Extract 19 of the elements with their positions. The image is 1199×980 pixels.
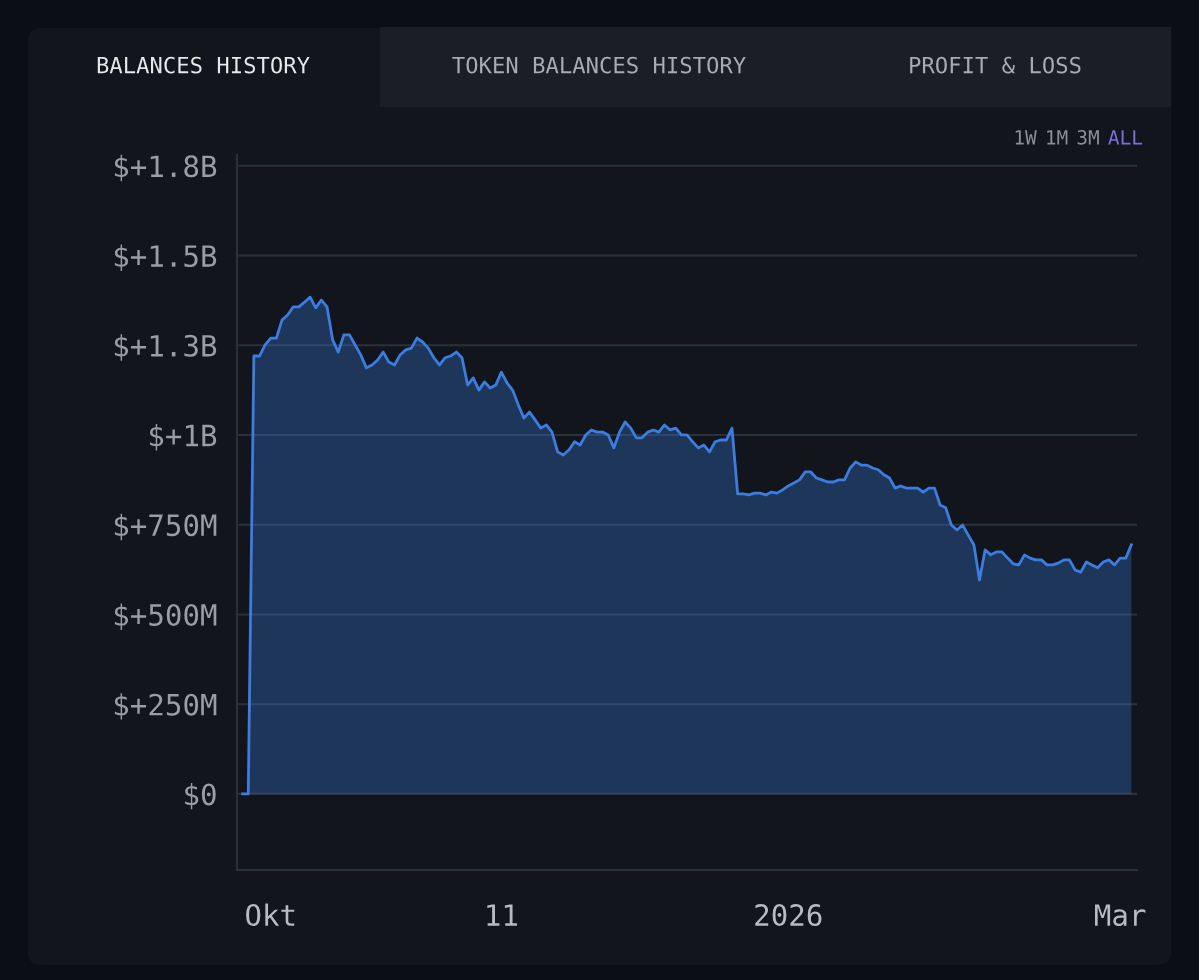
x-tick-label: 2026	[755, 904, 822, 927]
y-tick-label: $+750M	[114, 513, 217, 541]
y-tick-label: $+1B	[150, 423, 217, 451]
text: ALL	[1108, 130, 1143, 145]
text: TOKEN BALANCES HISTORY	[452, 56, 746, 74]
x-tick-label: Okt	[246, 903, 295, 927]
x-tick-label: 11	[487, 904, 517, 926]
text: BALANCES HISTORY	[97, 56, 310, 74]
y-tick-label: $+250M	[114, 693, 217, 720]
y-tick-label: $+1.8B	[114, 154, 217, 182]
y-tick-label: $+1.5B	[114, 244, 217, 271]
y-tick-label: $+500M	[114, 603, 217, 630]
text: PROFIT & LOSS	[910, 56, 1081, 74]
x-tick-label: Mar	[1095, 904, 1146, 927]
y-tick-label: $0	[185, 782, 216, 810]
text: 1M	[1047, 130, 1068, 145]
text: 1W	[1015, 130, 1037, 145]
y-tick-label: $+1.3B	[114, 334, 217, 361]
text: 3M	[1077, 129, 1099, 145]
